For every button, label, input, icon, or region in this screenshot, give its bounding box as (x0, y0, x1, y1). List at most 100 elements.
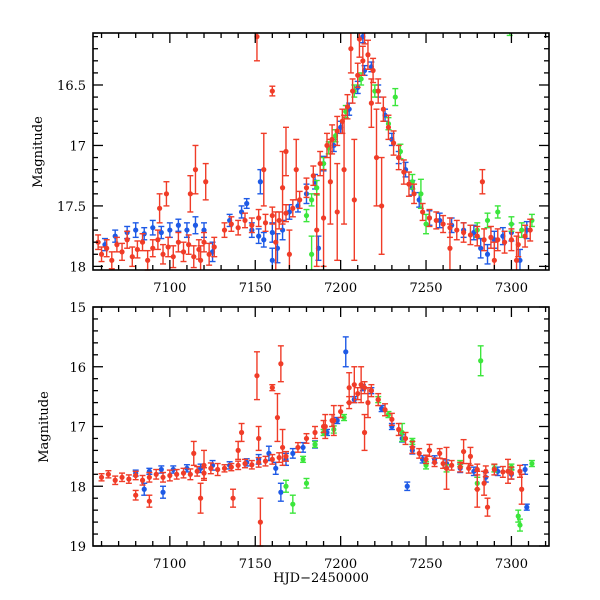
data-point (334, 115, 341, 147)
data-point (165, 236, 172, 258)
data-point (516, 518, 523, 532)
marker (238, 429, 245, 436)
marker (440, 460, 446, 467)
marker (449, 462, 455, 468)
data-point (513, 235, 520, 270)
data-point (375, 78, 382, 104)
marker (278, 489, 284, 495)
data-point (180, 241, 187, 263)
data-point (523, 503, 530, 511)
marker (174, 471, 180, 477)
series-red (98, 345, 525, 547)
data-point (202, 162, 209, 201)
data-point (395, 422, 402, 437)
data-point (518, 473, 525, 505)
marker (334, 209, 340, 215)
marker (426, 447, 433, 453)
marker (361, 385, 368, 391)
data-point (392, 87, 399, 107)
x-tick-label: 7150 (239, 557, 272, 572)
marker (295, 444, 301, 451)
data-point (479, 168, 486, 195)
data-point (257, 497, 264, 547)
data-point (190, 440, 197, 467)
marker (215, 466, 221, 473)
data-point (334, 162, 341, 262)
marker (208, 465, 214, 471)
marker (478, 358, 484, 364)
data-point (375, 392, 382, 407)
data-point (460, 222, 467, 243)
marker (411, 191, 417, 197)
marker (187, 191, 193, 197)
marker (134, 246, 141, 253)
marker (157, 205, 163, 211)
marker (341, 167, 347, 173)
marker (309, 197, 315, 203)
data-point (235, 460, 242, 471)
data-point (119, 472, 126, 483)
data-point (361, 380, 368, 395)
data-point (364, 39, 371, 70)
marker (484, 504, 491, 510)
marker (396, 154, 402, 161)
marker (358, 76, 364, 82)
marker (186, 242, 192, 248)
marker (309, 251, 315, 257)
marker (153, 471, 159, 477)
marker (269, 212, 275, 219)
data-point (457, 461, 464, 473)
top-panel-ticks (93, 33, 549, 270)
data-point (385, 410, 392, 419)
data-point (113, 236, 120, 253)
data-point (124, 230, 131, 249)
marker (112, 477, 118, 483)
marker (399, 429, 405, 436)
data-point (228, 216, 235, 233)
data-point (327, 138, 334, 225)
marker (242, 460, 248, 467)
marker (269, 385, 275, 391)
marker (466, 465, 472, 471)
marker (501, 239, 508, 245)
y-tick-label: 17 (69, 421, 86, 436)
marker (312, 441, 318, 448)
marker (184, 227, 190, 233)
data-point (361, 33, 368, 45)
data-point (487, 225, 494, 249)
data-point (400, 159, 407, 185)
y-tick-label: 17 (69, 139, 86, 154)
data-point (183, 464, 190, 473)
marker (279, 185, 286, 191)
data-point (388, 412, 395, 427)
marker (300, 444, 306, 451)
data-point (282, 450, 289, 462)
marker (283, 210, 289, 216)
data-point (344, 93, 351, 120)
marker (290, 501, 296, 507)
marker (491, 257, 497, 263)
marker (508, 221, 515, 227)
y-tick-label: 15 (69, 301, 86, 316)
marker (467, 453, 474, 459)
marker (457, 464, 463, 470)
marker (440, 221, 446, 227)
bottom-panel-x-tick-labels: 7100 7150 7200 7250 7300 (153, 557, 528, 572)
data-point (170, 245, 177, 269)
x-tick-label: 7100 (153, 557, 186, 572)
data-point (484, 243, 491, 265)
data-point (431, 457, 438, 468)
data-point (214, 462, 221, 477)
y-tick-label: 16 (69, 361, 86, 376)
marker (368, 100, 374, 106)
data-point (453, 219, 460, 241)
marker (396, 426, 402, 433)
marker (461, 229, 467, 236)
marker (170, 254, 176, 260)
marker (297, 197, 303, 203)
marker (276, 454, 282, 461)
data-point (282, 126, 289, 177)
data-point (423, 454, 430, 465)
data-point (95, 234, 102, 251)
data-point (527, 218, 534, 242)
